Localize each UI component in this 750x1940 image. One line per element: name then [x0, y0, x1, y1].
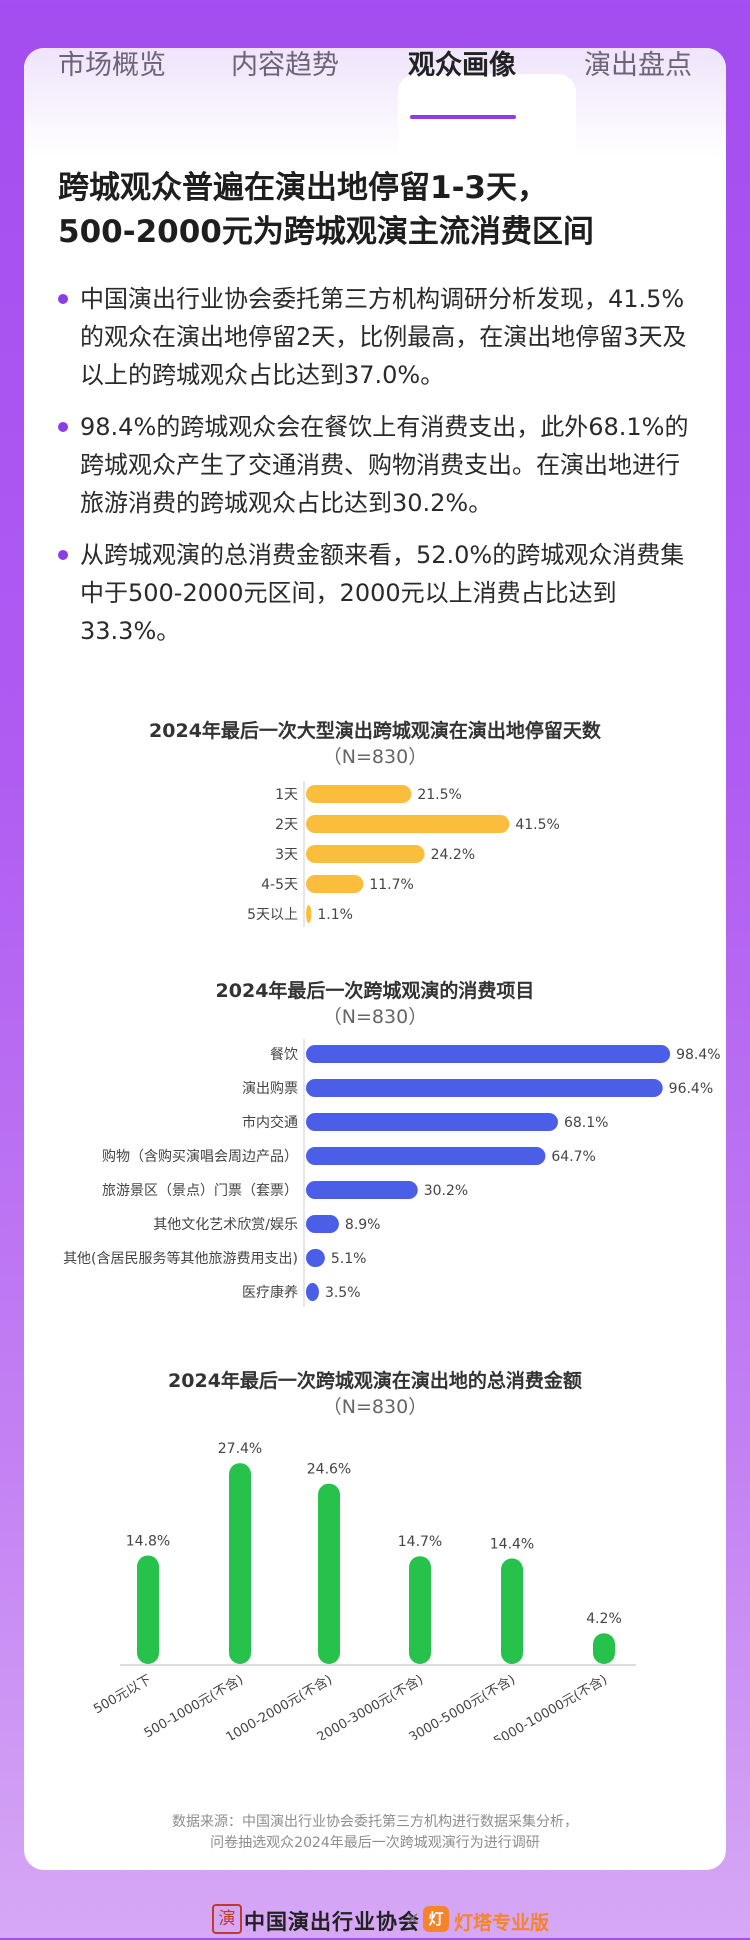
data-source-note: 数据来源：中国演出行业协会委托第三方机构进行数据采集分析， 问卷抽选观众2024…: [0, 1812, 750, 1854]
category-label: 其他(含居民服务等其他旅游费用支出): [63, 1250, 298, 1267]
chart-stay-days: 1天 21.5% 2天 41.5% 3天 24.2% 4-5天 11.7% 5天以上 1.1%: [247, 781, 560, 927]
bar: [306, 875, 364, 893]
data-label: 68.1%: [564, 1115, 608, 1131]
category-label: 500元以下: [91, 1672, 154, 1717]
footer-logos: 演 中国演出行业协会 × 灯 灯塔专业版: [0, 1900, 750, 1940]
bar: [306, 1249, 325, 1267]
bullet-item: 从跨城观演的总消费金额来看，52.0%的跨城观众消费集中于500-2000元区间…: [58, 536, 698, 650]
data-label: 4.2%: [586, 1611, 622, 1627]
bar: [306, 845, 425, 863]
data-label: 5.1%: [331, 1251, 367, 1267]
bullet-item: 98.4%的跨城观众会在餐饮上有消费支出，此外68.1%的跨城观众产生了交通消费…: [58, 408, 698, 522]
bar: [306, 1283, 319, 1301]
active-tab-underline: [410, 115, 516, 119]
bar: [306, 815, 510, 833]
category-label: 2天: [275, 817, 298, 833]
bar: [318, 1483, 340, 1664]
bullet-text: 98.4%的跨城观众会在餐饮上有消费支出，此外68.1%的跨城观众产生了交通消费…: [80, 413, 689, 517]
category-label: 1天: [275, 787, 298, 803]
bullet-text: 中国演出行业协会委托第三方机构调研分析发现，41.5%的观众在演出地停留2天，比…: [80, 285, 687, 389]
bar: [306, 1147, 546, 1165]
bar: [306, 1113, 558, 1131]
chart-spending-items: 餐饮 98.4% 演出购票 96.4% 市内交通 68.1% 购物（含购买演唱会周边产品） 6…: [63, 1039, 721, 1307]
data-source-line-2: 问卷抽选观众2024年最后一次跨城观演行为进行调研: [210, 1835, 540, 1851]
tab-audience-profile[interactable]: 观众画像: [408, 50, 516, 81]
data-label: 64.7%: [551, 1149, 595, 1165]
data-label: 8.9%: [345, 1217, 381, 1233]
bar: [593, 1633, 615, 1664]
page-headline: 跨城观众普遍在演出地停留1-3天， 500-2000元为跨城观演主流消费区间: [58, 166, 698, 254]
data-label: 27.4%: [218, 1441, 262, 1457]
bar: [306, 1079, 663, 1097]
cpaa-logo-text: 中国演出行业协会: [244, 1909, 420, 1934]
data-source-line-1: 数据来源：中国演出行业协会委托第三方机构进行数据采集分析，: [172, 1814, 578, 1830]
bar: [306, 785, 412, 803]
bar: [306, 1045, 671, 1063]
bar: [306, 1181, 418, 1199]
headline-line-2: 500-2000元为跨城观演主流消费区间: [58, 214, 594, 250]
chart-total-spending-subtitle: （N=830）: [322, 1396, 428, 1418]
chart-total-spending-title: 2024年最后一次跨城观演在演出地的总消费金额: [168, 1370, 582, 1392]
bullet-item: 中国演出行业协会委托第三方机构调研分析发现，41.5%的观众在演出地停留2天，比…: [58, 280, 698, 394]
bullet-text: 从跨城观演的总消费金额来看，52.0%的跨城观众消费集中于500-2000元区间…: [80, 541, 685, 645]
data-label: 41.5%: [515, 817, 559, 833]
chart-spending-items-subtitle: （N=830）: [322, 1006, 428, 1028]
cpaa-seal-icon: 演: [212, 1904, 242, 1934]
data-label: 24.2%: [431, 847, 475, 863]
category-label: 5天以上: [247, 907, 298, 923]
chart-stay-days-subtitle: （N=830）: [322, 746, 428, 768]
dengta-logo-text: 灯塔专业版: [454, 1912, 550, 1934]
tab-performance-review[interactable]: 演出盘点: [584, 50, 692, 81]
data-label: 21.5%: [417, 787, 461, 803]
category-label: 购物（含购买演唱会周边产品）: [102, 1149, 298, 1165]
bullet-dot-icon: [58, 294, 68, 304]
bar: [306, 1215, 339, 1233]
category-label: 市内交通: [242, 1114, 298, 1131]
category-label: 演出购票: [242, 1081, 298, 1097]
data-label: 14.7%: [398, 1534, 442, 1550]
bullet-dot-icon: [58, 422, 68, 432]
tab-bar: 市场概览 内容趋势 观众画像 演出盘点: [24, 44, 726, 124]
card-header-bg: [24, 48, 726, 158]
data-label: 3.5%: [325, 1285, 361, 1301]
active-tab-background: [398, 74, 576, 186]
data-label: 30.2%: [424, 1183, 468, 1199]
dengta-logo-icon: 灯: [423, 1906, 449, 1932]
cross-icon: ×: [405, 1908, 421, 1929]
category-label: 医疗康养: [242, 1284, 298, 1301]
bullet-dot-icon: [58, 550, 68, 560]
bar: [137, 1555, 159, 1664]
chart-total-spending: 14.8%500元以下27.4%500-1000元(不含)24.6%1000-2…: [91, 1441, 636, 1740]
category-label: 其他文化艺术欣赏/娱乐: [153, 1217, 298, 1233]
chart-stay-days-title: 2024年最后一次大型演出跨城观演在演出地停留天数: [149, 720, 601, 742]
bar: [229, 1463, 251, 1664]
bullet-list: 中国演出行业协会委托第三方机构调研分析发现，41.5%的观众在演出地停留2天，比…: [58, 280, 698, 664]
headline-line-1: 跨城观众普遍在演出地停留1-3天，: [58, 170, 549, 206]
data-label: 11.7%: [369, 877, 413, 893]
data-label: 14.4%: [490, 1536, 534, 1552]
tab-market-overview[interactable]: 市场概览: [58, 50, 166, 81]
data-label: 24.6%: [307, 1462, 351, 1478]
bar: [306, 905, 312, 923]
bar: [409, 1556, 431, 1664]
bar: [501, 1558, 523, 1664]
category-label: 餐饮: [270, 1047, 298, 1063]
category-label: 3天: [275, 847, 298, 863]
category-label: 4-5天: [261, 877, 298, 893]
chart-spending-items-title: 2024年最后一次跨城观演的消费项目: [215, 980, 535, 1002]
data-label: 96.4%: [669, 1081, 713, 1097]
data-label: 14.8%: [126, 1533, 170, 1549]
data-label: 1.1%: [317, 907, 353, 923]
tab-content-trends[interactable]: 内容趋势: [231, 50, 339, 81]
category-label: 旅游景区（景点）门票（套票）: [102, 1183, 298, 1199]
data-label: 98.4%: [676, 1047, 720, 1063]
